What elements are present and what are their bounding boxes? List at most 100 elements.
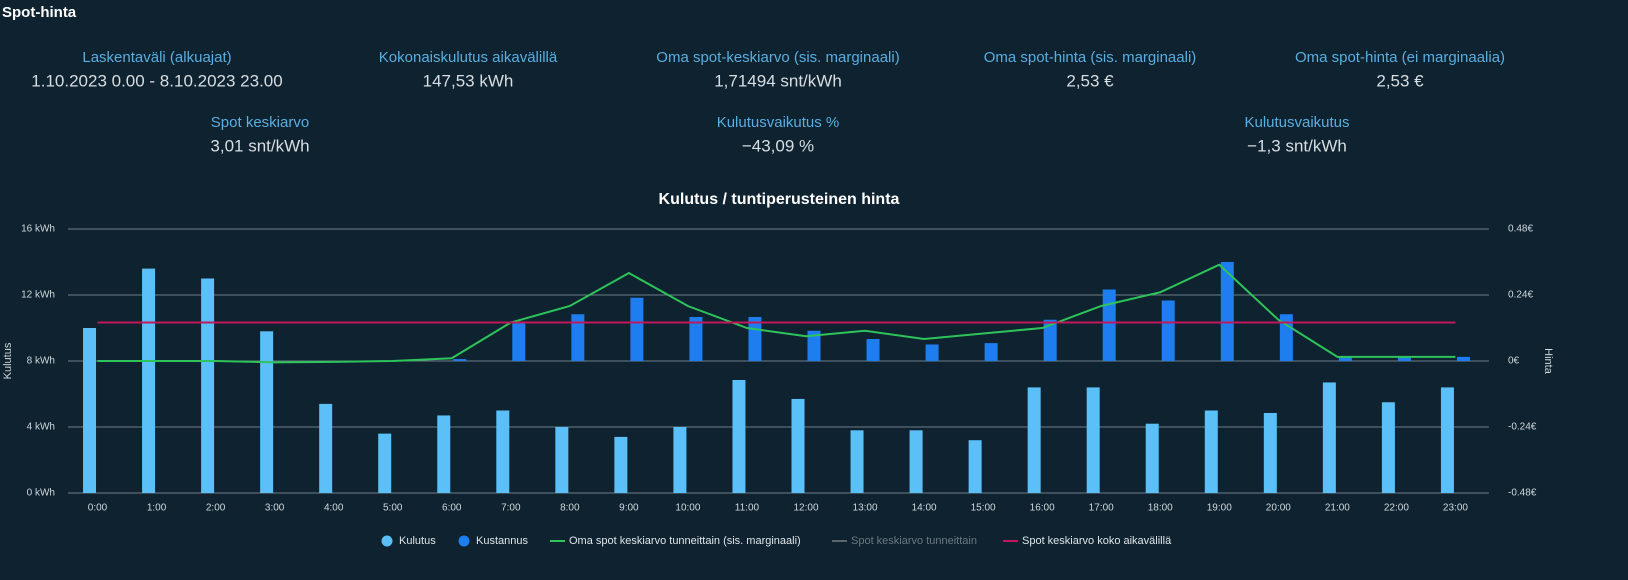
bar (142, 268, 156, 493)
legend-swatch (381, 535, 393, 547)
stat-label: Kokonaiskulutus aikavälillä (379, 49, 558, 66)
line (97, 263, 1456, 364)
x-tick-label: 1:00 (147, 503, 167, 514)
y-tick-label: 16 kWh (21, 224, 55, 235)
y-tick-label: 4 kWh (27, 422, 55, 433)
stat-label: Oma spot-hinta (sis. marginaali) (984, 49, 1197, 66)
stat-label: Spot keskiarvo (211, 114, 309, 131)
bar (571, 314, 585, 361)
x-tick-label: 6:00 (442, 503, 462, 514)
y-tick-label: 8 kWh (27, 356, 55, 367)
x-tick-label: 18:00 (1148, 503, 1173, 514)
x-tick-label: 9:00 (619, 503, 639, 514)
y2-tick-label: -0.24€ (1508, 422, 1537, 433)
bar (1440, 387, 1454, 493)
bar (1145, 423, 1159, 493)
bar (453, 359, 467, 361)
bar (748, 317, 762, 361)
bar (496, 410, 510, 493)
bar (673, 427, 687, 493)
y-tick-label: 0 kWh (27, 488, 55, 499)
y2-tick-label: 0.24€ (1508, 290, 1533, 301)
y-tick-label: 12 kWh (21, 290, 55, 301)
x-tick-label: 4:00 (324, 503, 344, 514)
x-tick-label: 15:00 (971, 503, 996, 514)
y-axis-label: Kulutus (2, 342, 14, 379)
x-tick-label: 16:00 (1030, 503, 1055, 514)
bar (866, 339, 880, 361)
stat-value: 2,53 € (1376, 71, 1424, 90)
bar (732, 379, 746, 493)
bar (1263, 412, 1277, 493)
stat-label: Kulutusvaikutus (1244, 114, 1349, 131)
bar (807, 330, 821, 361)
x-tick-label: 10:00 (675, 503, 700, 514)
x-tick-label: 19:00 (1207, 503, 1232, 514)
stat-label: Kulutusvaikutus % (717, 114, 840, 131)
bar (614, 436, 628, 493)
x-tick-label: 12:00 (793, 503, 818, 514)
bar (791, 398, 805, 493)
bar (1161, 300, 1175, 361)
bar (437, 415, 451, 493)
page-title: Spot-hinta (2, 4, 77, 21)
x-tick-label: 21:00 (1325, 503, 1350, 514)
bar (512, 322, 526, 361)
bar (1220, 262, 1234, 361)
bar (1397, 356, 1411, 361)
bar (925, 344, 939, 361)
bar (1338, 356, 1352, 361)
x-tick-label: 0:00 (88, 503, 108, 514)
x-tick-label: 23:00 (1443, 503, 1468, 514)
stat-value: 3,01 snt/kWh (210, 136, 309, 155)
bar (1322, 382, 1336, 493)
stat-label: Laskentaväli (alkuajat) (82, 49, 231, 66)
legend-label: Kulutus (399, 535, 436, 547)
x-tick-label: 8:00 (560, 503, 580, 514)
bar (1086, 387, 1100, 493)
x-tick-label: 20:00 (1266, 503, 1291, 514)
bar (968, 440, 982, 493)
bar (378, 433, 392, 493)
stat-value: −43,09 % (742, 136, 814, 155)
stat-label: Oma spot-hinta (ei marginaalia) (1295, 49, 1505, 66)
bar (1381, 402, 1395, 493)
y2-tick-label: 0.48€ (1508, 224, 1533, 235)
bar (1043, 319, 1057, 361)
stat-value: −1,3 snt/kWh (1247, 136, 1347, 155)
x-tick-label: 3:00 (265, 503, 285, 514)
stat-value: 1.10.2023 0.00 - 8.10.2023 23.00 (31, 71, 282, 90)
bar (319, 403, 333, 493)
x-tick-label: 22:00 (1384, 503, 1409, 514)
x-tick-label: 5:00 (383, 503, 403, 514)
legend-label: Spot keskiarvo koko aikavälillä (1022, 535, 1172, 547)
stat-value: 2,53 € (1066, 71, 1114, 90)
x-tick-label: 11:00 (735, 503, 760, 514)
x-tick-label: 14:00 (912, 503, 937, 514)
bar (909, 430, 923, 493)
bar (984, 343, 998, 361)
chart-title: Kulutus / tuntiperusteinen hinta (659, 191, 900, 208)
y2-tick-label: -0.48€ (1508, 488, 1537, 499)
bar (1456, 356, 1470, 361)
stat-value: 147,53 kWh (423, 71, 514, 90)
legend-swatch (458, 535, 470, 547)
stat-label: Oma spot-keskiarvo (sis. marginaali) (656, 49, 899, 66)
x-tick-label: 17:00 (1089, 503, 1114, 514)
bar (1102, 289, 1116, 361)
x-tick-label: 2:00 (206, 503, 226, 514)
bar (260, 331, 274, 493)
bar (1204, 410, 1218, 493)
legend-label: Oma spot keskiarvo tunneittain (sis. mar… (569, 535, 801, 547)
bar (850, 430, 864, 493)
bar (630, 297, 644, 361)
bar (689, 317, 703, 361)
bar (201, 278, 215, 493)
x-tick-label: 13:00 (853, 503, 878, 514)
legend-label: Kustannus (476, 535, 528, 547)
bar (1027, 387, 1041, 493)
y2-axis-label: Hinta (1542, 348, 1554, 375)
bar (555, 427, 569, 493)
stat-value: 1,71494 snt/kWh (714, 71, 842, 90)
